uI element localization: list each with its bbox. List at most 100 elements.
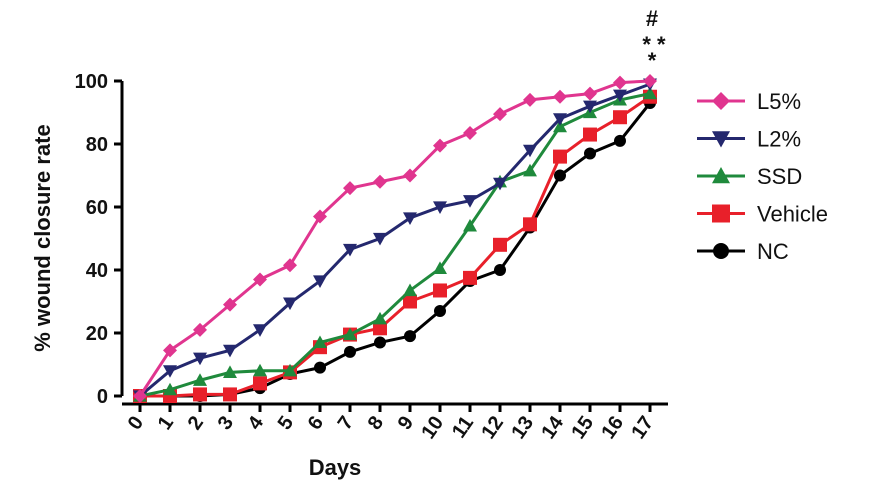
data-point-ssd xyxy=(253,363,267,377)
series-line-l2 xyxy=(139,82,651,398)
data-point-nc xyxy=(314,361,326,374)
data-point-vehicle xyxy=(583,127,597,142)
y-tick-label: 100 xyxy=(75,71,108,93)
data-point-vehicle xyxy=(493,237,507,252)
y-tick-label: 40 xyxy=(86,260,108,282)
data-point-ssd xyxy=(433,261,447,275)
data-point-ssd xyxy=(643,86,657,100)
y-axis-title: % wound closure rate xyxy=(30,124,55,351)
x-tick-label: 16 xyxy=(597,412,628,443)
y-tick-label: 60 xyxy=(86,197,108,219)
data-point-l5 xyxy=(373,174,387,189)
data-point-l2 xyxy=(373,232,387,246)
data-point-ssd xyxy=(373,311,387,325)
legend-item-nc: NC xyxy=(697,239,789,264)
y-tick-label: 80 xyxy=(86,134,108,156)
x-tick-label: 4 xyxy=(244,412,269,434)
legend-label-l5: L5% xyxy=(757,89,801,114)
data-point-nc xyxy=(494,264,506,276)
data-point-ssd xyxy=(523,163,537,177)
data-point-l5 xyxy=(433,138,447,153)
data-point-nc xyxy=(374,336,386,349)
series-line-ssd xyxy=(139,92,651,398)
y-tick-label: 0 xyxy=(97,386,108,408)
data-point-vehicle xyxy=(193,387,207,402)
data-point-l5 xyxy=(613,75,627,90)
data-point-vehicle xyxy=(253,376,267,391)
x-tick-label: 7 xyxy=(334,412,358,434)
data-point-l2 xyxy=(433,201,447,214)
legend-marker-ssd xyxy=(712,167,730,184)
legend-marker-nc xyxy=(713,243,729,259)
x-tick-label: 13 xyxy=(507,412,538,443)
data-point-ssd xyxy=(553,119,567,133)
data-point-l2 xyxy=(283,297,297,311)
x-tick-label: 2 xyxy=(184,412,208,434)
data-point-vehicle xyxy=(463,270,477,285)
data-point-ssd xyxy=(283,363,297,377)
data-point-l2 xyxy=(463,195,477,208)
data-point-l5 xyxy=(583,86,597,101)
data-point-vehicle xyxy=(433,283,447,298)
series-l5 xyxy=(133,74,657,403)
data-point-nc xyxy=(584,147,596,160)
x-tick-label: 5 xyxy=(274,412,298,434)
data-point-vehicle xyxy=(613,110,627,125)
legend-marker-vehicle xyxy=(712,204,730,223)
data-point-vehicle xyxy=(553,149,567,164)
significance-annotations: # * * * xyxy=(642,6,666,73)
data-point-vehicle xyxy=(403,294,417,309)
legend-label-ssd: SSD xyxy=(757,164,802,189)
data-point-l2 xyxy=(553,113,567,126)
legend-item-ssd: SSD xyxy=(697,164,802,189)
data-point-l2 xyxy=(613,89,627,103)
series-l2 xyxy=(133,78,657,403)
data-point-l5 xyxy=(283,258,297,273)
data-point-ssd xyxy=(343,327,357,341)
data-point-l5 xyxy=(643,74,657,88)
data-point-l2 xyxy=(193,352,207,366)
legend-item-l5: L5% xyxy=(697,89,801,114)
legend-marker-l2 xyxy=(712,131,730,148)
legend: L5% L2% SSD Vehicle NC xyxy=(697,89,828,264)
data-point-l2 xyxy=(493,177,507,191)
data-point-vehicle xyxy=(223,387,237,402)
data-point-l5 xyxy=(313,209,327,224)
data-point-l2 xyxy=(583,100,597,114)
data-point-l5 xyxy=(553,89,567,104)
data-point-ssd xyxy=(223,365,237,378)
x-tick-label: 11 xyxy=(448,412,478,442)
data-point-l5 xyxy=(493,107,507,122)
x-tick-label: 3 xyxy=(214,412,238,434)
data-point-vehicle xyxy=(523,217,537,232)
data-point-l5 xyxy=(163,343,177,358)
legend-label-nc: NC xyxy=(757,239,789,264)
data-point-l5 xyxy=(463,125,477,140)
x-tick-label: 0 xyxy=(124,412,148,434)
x-tick-label: 12 xyxy=(477,412,508,443)
x-tick-label: 17 xyxy=(627,412,658,443)
annotation-double-star: * * xyxy=(642,32,666,57)
data-point-nc xyxy=(554,169,566,182)
data-point-ssd xyxy=(463,218,477,232)
data-point-nc xyxy=(344,345,356,358)
x-axis-title: Days xyxy=(309,455,362,480)
data-point-l5 xyxy=(133,389,147,403)
x-tick-label: 15 xyxy=(567,412,598,443)
legend-item-l2: L2% xyxy=(697,127,801,152)
data-point-l2 xyxy=(253,324,267,337)
x-tick-label: 9 xyxy=(394,412,418,434)
annotation-star: * xyxy=(648,48,657,73)
legend-item-vehicle: Vehicle xyxy=(697,202,828,227)
data-point-nc xyxy=(434,304,446,317)
data-point-l2 xyxy=(343,243,357,257)
data-point-l2 xyxy=(313,275,327,289)
data-point-ssd xyxy=(163,382,177,396)
data-point-ssd xyxy=(403,283,417,297)
data-point-nc xyxy=(404,330,416,343)
series-layer xyxy=(133,74,657,403)
legend-label-l2: L2% xyxy=(757,127,801,152)
data-point-l5 xyxy=(403,168,417,183)
data-point-l5 xyxy=(253,272,267,287)
data-point-vehicle xyxy=(373,321,387,336)
